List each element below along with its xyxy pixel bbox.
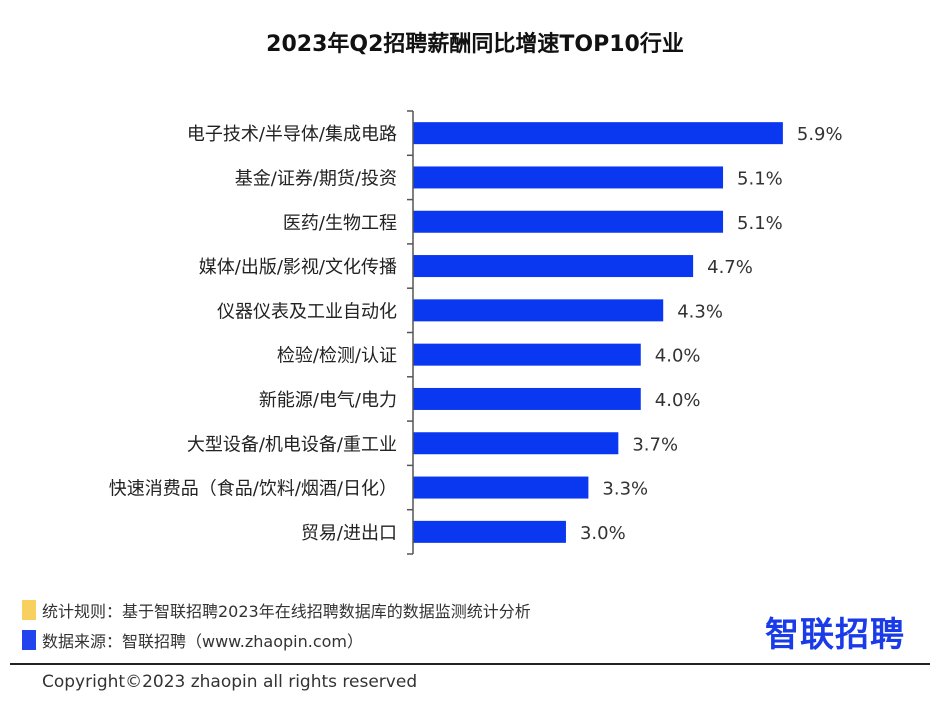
category-label: 仪器仪表及工业自动化 bbox=[217, 301, 397, 322]
category-label: 新能源/电气/电力 bbox=[259, 390, 397, 411]
copyright: Copyright©2023 zhaopin all rights reserv… bbox=[42, 672, 418, 692]
category-label: 快速消费品（食品/饮料/烟酒/日化） bbox=[109, 479, 397, 500]
bar bbox=[413, 210, 724, 233]
blue-swatch-icon bbox=[22, 630, 36, 650]
bar bbox=[413, 476, 589, 499]
data-label: 3.3% bbox=[602, 479, 648, 500]
bar bbox=[413, 343, 641, 366]
category-label: 媒体/出版/影视/文化传播 bbox=[199, 257, 397, 278]
category-label: 医药/生物工程 bbox=[283, 213, 397, 234]
bar bbox=[413, 432, 619, 455]
bar bbox=[413, 387, 641, 410]
data-label: 4.0% bbox=[655, 390, 701, 411]
data-label: 5.1% bbox=[737, 213, 783, 234]
source-note: 数据来源：智联招聘（www.zhaopin.com） bbox=[22, 628, 363, 652]
rule-note: 统计规则：基于智联招聘2023年在线招聘数据库的数据监测统计分析 bbox=[22, 598, 531, 622]
zhaopin-logo: 智联招聘 bbox=[765, 615, 905, 655]
data-label: 5.1% bbox=[737, 168, 783, 189]
data-label: 3.7% bbox=[632, 434, 678, 455]
footer-divider bbox=[10, 663, 930, 665]
rule-note-text: 统计规则：基于智联招聘2023年在线招聘数据库的数据监测统计分析 bbox=[42, 602, 531, 621]
bar bbox=[413, 520, 566, 543]
data-label: 4.7% bbox=[707, 257, 753, 278]
bar-chart: 5.9% 电子技术/半导体/集成电路 5.1% 基金/证券/期货/投资 5.1% 医药/生… bbox=[109, 110, 843, 555]
bar bbox=[413, 255, 694, 278]
data-label: 4.0% bbox=[655, 346, 701, 367]
chart-title: 2023年Q2招聘薪酬同比增速TOP10行业 bbox=[266, 32, 684, 57]
category-label: 检验/检测/认证 bbox=[277, 346, 397, 367]
bar bbox=[413, 166, 724, 189]
bar bbox=[413, 299, 664, 322]
data-label: 5.9% bbox=[797, 124, 843, 145]
yellow-swatch-icon bbox=[22, 600, 36, 620]
category-label: 电子技术/半导体/集成电路 bbox=[187, 124, 397, 145]
data-label: 3.0% bbox=[580, 523, 626, 544]
bar bbox=[413, 122, 783, 145]
category-label: 基金/证券/期货/投资 bbox=[235, 168, 397, 189]
category-label: 大型设备/机电设备/重工业 bbox=[187, 434, 397, 455]
category-label: 贸易/进出口 bbox=[301, 523, 397, 544]
data-label: 4.3% bbox=[677, 301, 723, 322]
source-note-text: 数据来源：智联招聘（www.zhaopin.com） bbox=[42, 632, 364, 651]
